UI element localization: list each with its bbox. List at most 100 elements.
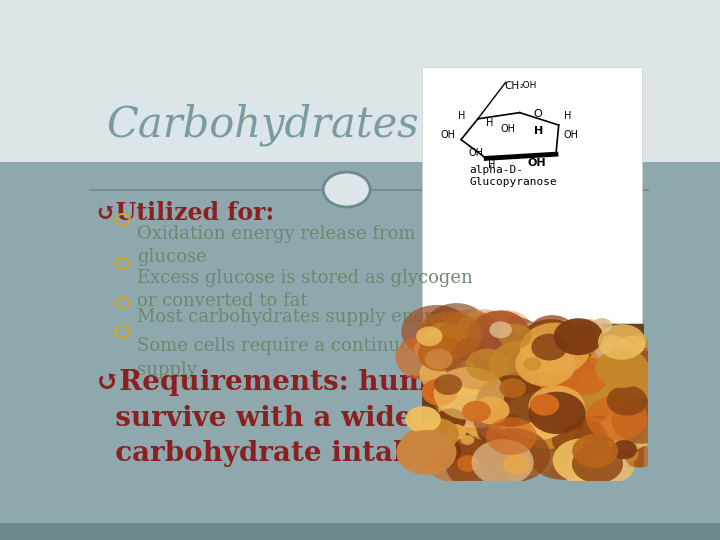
Circle shape xyxy=(473,394,539,444)
Text: Carbohydrates: Carbohydrates xyxy=(107,104,419,146)
Circle shape xyxy=(583,438,607,456)
Circle shape xyxy=(472,439,534,485)
Circle shape xyxy=(572,354,626,394)
Circle shape xyxy=(598,324,646,360)
Circle shape xyxy=(572,434,618,468)
Circle shape xyxy=(414,337,447,362)
Circle shape xyxy=(551,447,567,459)
Circle shape xyxy=(524,348,584,392)
Circle shape xyxy=(462,401,491,422)
Circle shape xyxy=(507,335,575,385)
Circle shape xyxy=(524,435,573,471)
Circle shape xyxy=(534,400,573,429)
Circle shape xyxy=(516,341,576,387)
Circle shape xyxy=(539,353,608,404)
Circle shape xyxy=(534,320,590,362)
Circle shape xyxy=(446,440,514,491)
Circle shape xyxy=(528,392,585,434)
Text: H: H xyxy=(564,111,572,120)
Circle shape xyxy=(440,309,499,354)
Circle shape xyxy=(526,422,554,443)
Circle shape xyxy=(616,376,627,384)
Circle shape xyxy=(500,403,573,457)
Circle shape xyxy=(435,395,459,413)
Circle shape xyxy=(418,336,465,372)
Circle shape xyxy=(526,341,567,372)
Circle shape xyxy=(463,400,519,442)
Text: OH: OH xyxy=(563,131,578,140)
Circle shape xyxy=(590,429,625,456)
Circle shape xyxy=(461,435,474,445)
Circle shape xyxy=(444,375,515,428)
Circle shape xyxy=(438,388,492,428)
Circle shape xyxy=(621,371,647,390)
Circle shape xyxy=(562,369,625,416)
Circle shape xyxy=(474,310,527,350)
Circle shape xyxy=(471,374,487,386)
Circle shape xyxy=(513,362,570,404)
FancyBboxPatch shape xyxy=(422,324,644,467)
Text: H: H xyxy=(458,111,465,120)
Circle shape xyxy=(395,335,456,380)
Circle shape xyxy=(539,404,554,415)
Circle shape xyxy=(457,455,480,472)
Circle shape xyxy=(611,347,631,362)
Circle shape xyxy=(557,434,629,488)
Circle shape xyxy=(539,400,579,429)
Circle shape xyxy=(503,343,567,392)
Circle shape xyxy=(624,347,658,372)
Circle shape xyxy=(557,339,597,368)
Circle shape xyxy=(477,414,518,446)
Circle shape xyxy=(416,327,443,346)
Circle shape xyxy=(544,436,572,458)
Circle shape xyxy=(477,310,534,352)
Circle shape xyxy=(485,392,543,436)
Circle shape xyxy=(592,318,612,333)
Circle shape xyxy=(512,401,547,427)
Circle shape xyxy=(434,374,462,395)
Circle shape xyxy=(615,407,627,416)
Circle shape xyxy=(511,386,582,438)
Circle shape xyxy=(618,335,645,355)
Circle shape xyxy=(402,436,443,465)
Circle shape xyxy=(401,305,472,357)
Circle shape xyxy=(619,350,663,383)
Circle shape xyxy=(525,390,579,430)
Circle shape xyxy=(618,361,667,397)
Circle shape xyxy=(420,353,477,395)
Circle shape xyxy=(482,436,528,471)
Circle shape xyxy=(469,376,513,409)
Circle shape xyxy=(433,367,505,420)
Circle shape xyxy=(534,379,578,411)
Circle shape xyxy=(523,357,541,370)
Circle shape xyxy=(582,429,598,441)
Circle shape xyxy=(415,418,459,451)
Circle shape xyxy=(590,352,612,368)
Text: alpha-D-
Glucopyranose: alpha-D- Glucopyranose xyxy=(469,165,557,187)
Circle shape xyxy=(474,382,495,397)
Circle shape xyxy=(564,405,593,427)
Text: ↺Requirements: humans can
  survive with a wide range of
  carbohydrate intake: ↺Requirements: humans can survive with a… xyxy=(96,369,552,467)
Circle shape xyxy=(518,319,584,368)
Circle shape xyxy=(503,372,536,397)
Circle shape xyxy=(607,386,647,416)
Circle shape xyxy=(590,354,626,381)
Circle shape xyxy=(479,358,528,395)
Circle shape xyxy=(608,376,672,424)
Circle shape xyxy=(563,419,589,438)
Circle shape xyxy=(603,333,654,370)
Circle shape xyxy=(463,385,492,407)
Text: Oxidation energy release from
glucose: Oxidation energy release from glucose xyxy=(138,225,416,266)
Text: O: O xyxy=(533,109,542,119)
Circle shape xyxy=(537,360,557,375)
Circle shape xyxy=(418,311,482,359)
Circle shape xyxy=(595,348,649,388)
Circle shape xyxy=(608,345,657,381)
Circle shape xyxy=(595,383,644,420)
Circle shape xyxy=(476,340,531,381)
Text: OH: OH xyxy=(500,124,515,134)
Circle shape xyxy=(554,318,603,355)
Circle shape xyxy=(425,435,489,483)
Circle shape xyxy=(435,408,466,431)
Circle shape xyxy=(596,360,613,372)
